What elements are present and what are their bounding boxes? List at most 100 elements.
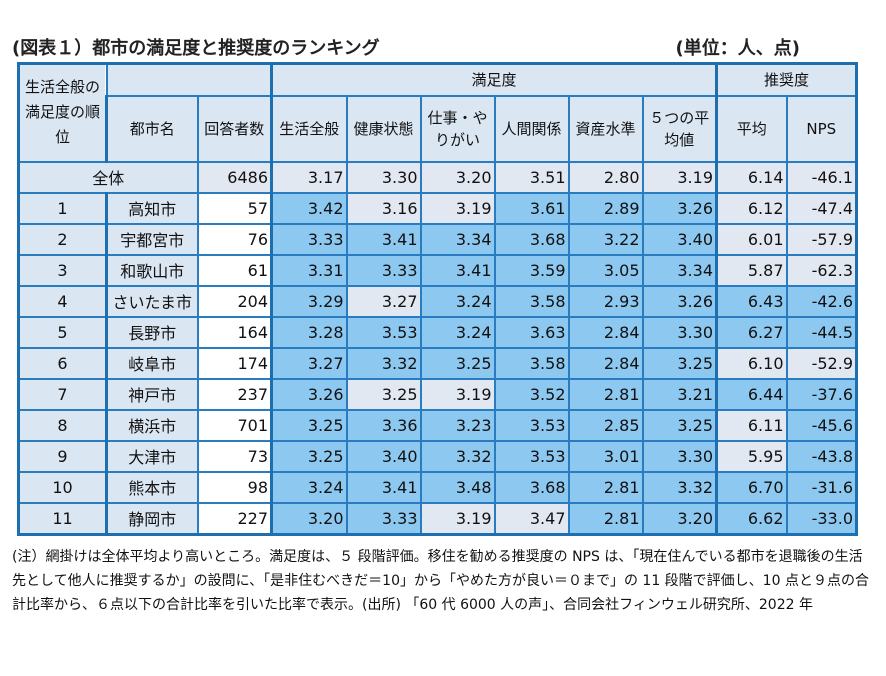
- assets-cell: 2.85: [567, 408, 644, 442]
- health-cell: 3.41: [345, 470, 422, 504]
- satisfaction-group-header: 満足度: [270, 62, 718, 97]
- assets-cell: 2.81: [567, 377, 644, 411]
- city-cell: 高知市: [105, 191, 199, 225]
- total-health: 3.30: [345, 160, 422, 194]
- avg5-cell: 3.30: [641, 315, 718, 349]
- total-relations: 3.51: [493, 160, 570, 194]
- respondents-cell: 61: [196, 253, 273, 287]
- col-work: 仕事・やりがい: [419, 94, 496, 163]
- city-cell: 宇都宮市: [105, 222, 199, 256]
- nps-cell: -33.0: [785, 501, 858, 535]
- col-city: 都市名: [105, 94, 199, 163]
- life-overall-cell: 3.31: [270, 253, 348, 287]
- respondents-cell: 701: [196, 408, 273, 442]
- assets-cell: 2.81: [567, 470, 644, 504]
- total-respondents: 6486: [196, 160, 273, 194]
- respondents-cell: 204: [196, 284, 273, 318]
- nps-cell: -42.6: [785, 284, 858, 318]
- work-cell: 3.25: [419, 346, 496, 380]
- avg5-cell: 3.25: [641, 346, 718, 380]
- life-overall-cell: 3.20: [270, 501, 348, 535]
- rank-cell: 3: [17, 253, 107, 287]
- life-overall-cell: 3.26: [270, 377, 348, 411]
- nps-cell: -45.6: [785, 408, 858, 442]
- health-cell: 3.53: [345, 315, 422, 349]
- rank-cell: 2: [17, 222, 107, 256]
- avg5-cell: 3.30: [641, 439, 718, 473]
- relations-cell: 3.58: [493, 284, 570, 318]
- rec-avg-cell: 5.95: [715, 439, 788, 473]
- rank-cell: 4: [17, 284, 107, 318]
- respondents-cell: 237: [196, 377, 273, 411]
- relations-cell: 3.68: [493, 222, 570, 256]
- nps-cell: -44.5: [785, 315, 858, 349]
- table-row: 6 岐阜市 174 3.27 3.32 3.25 3.58 2.84 3.25 6.10 -52.9: [17, 346, 858, 380]
- health-cell: 3.25: [345, 377, 422, 411]
- table-row: 8 横浜市 701 3.25 3.36 3.23 3.53 2.85 3.25 6.11 -45.6: [17, 408, 858, 442]
- work-cell: 3.24: [419, 315, 496, 349]
- table-row: 4 さいたま市 204 3.29 3.27 3.24 3.58 2.93 3.26 6.43 -42…: [17, 284, 858, 318]
- total-nps: -46.1: [785, 160, 858, 194]
- rank-cell: 1: [17, 191, 107, 225]
- work-cell: 3.41: [419, 253, 496, 287]
- city-cell: 大津市: [105, 439, 199, 473]
- assets-cell: 3.05: [567, 253, 644, 287]
- health-cell: 3.27: [345, 284, 422, 318]
- work-cell: 3.19: [419, 191, 496, 225]
- rec-avg-cell: 6.01: [715, 222, 788, 256]
- total-life-overall: 3.17: [270, 160, 348, 194]
- table-row: 1 高知市 57 3.42 3.16 3.19 3.61 2.89 3.26 6.12 -47.4: [17, 191, 858, 225]
- total-work: 3.20: [419, 160, 496, 194]
- life-overall-cell: 3.25: [270, 439, 348, 473]
- work-cell: 3.48: [419, 470, 496, 504]
- assets-cell: 2.84: [567, 346, 644, 380]
- nps-cell: -52.9: [785, 346, 858, 380]
- work-cell: 3.23: [419, 408, 496, 442]
- respondents-cell: 76: [196, 222, 273, 256]
- health-cell: 3.32: [345, 346, 422, 380]
- work-cell: 3.24: [419, 284, 496, 318]
- relations-cell: 3.61: [493, 191, 570, 225]
- life-overall-cell: 3.33: [270, 222, 348, 256]
- rec-avg-cell: 6.43: [715, 284, 788, 318]
- work-cell: 3.19: [419, 501, 496, 535]
- relations-cell: 3.53: [493, 439, 570, 473]
- col-assets: 資産水準: [567, 94, 644, 163]
- relations-cell: 3.47: [493, 501, 570, 535]
- col-relations: 人間関係: [493, 94, 570, 163]
- respondents-cell: 227: [196, 501, 273, 535]
- avg5-cell: 3.26: [641, 284, 718, 318]
- life-overall-cell: 3.24: [270, 470, 348, 504]
- relations-cell: 3.52: [493, 377, 570, 411]
- rec-avg-cell: 6.10: [715, 346, 788, 380]
- rec-avg-cell: 6.11: [715, 408, 788, 442]
- assets-cell: 3.22: [567, 222, 644, 256]
- rank-cell: 6: [17, 346, 107, 380]
- work-cell: 3.34: [419, 222, 496, 256]
- city-cell: 岐阜市: [105, 346, 199, 380]
- nps-cell: -31.6: [785, 470, 858, 504]
- relations-cell: 3.68: [493, 470, 570, 504]
- relations-cell: 3.59: [493, 253, 570, 287]
- rec-avg-cell: 6.70: [715, 470, 788, 504]
- recommend-group-header: 推奨度: [715, 62, 858, 97]
- table-row: 10 熊本市 98 3.24 3.41 3.48 3.68 2.81 3.32 6.70 -31.6: [17, 470, 858, 504]
- avg5-cell: 3.26: [641, 191, 718, 225]
- table-row: 3 和歌山市 61 3.31 3.33 3.41 3.59 3.05 3.34 5.87 -62.3: [17, 253, 858, 287]
- health-cell: 3.16: [345, 191, 422, 225]
- nps-cell: -57.9: [785, 222, 858, 256]
- avg5-cell: 3.40: [641, 222, 718, 256]
- nps-cell: -47.4: [785, 191, 858, 225]
- total-rec-avg: 6.14: [715, 160, 788, 194]
- col-health: 健康状態: [345, 94, 422, 163]
- relations-cell: 3.58: [493, 346, 570, 380]
- health-cell: 3.33: [345, 253, 422, 287]
- life-overall-cell: 3.25: [270, 408, 348, 442]
- total-avg5: 3.19: [641, 160, 718, 194]
- blank-header: [105, 62, 273, 97]
- city-cell: 長野市: [105, 315, 199, 349]
- nps-cell: -37.6: [785, 377, 858, 411]
- avg5-cell: 3.32: [641, 470, 718, 504]
- total-assets: 2.80: [567, 160, 644, 194]
- city-cell: 神戸市: [105, 377, 199, 411]
